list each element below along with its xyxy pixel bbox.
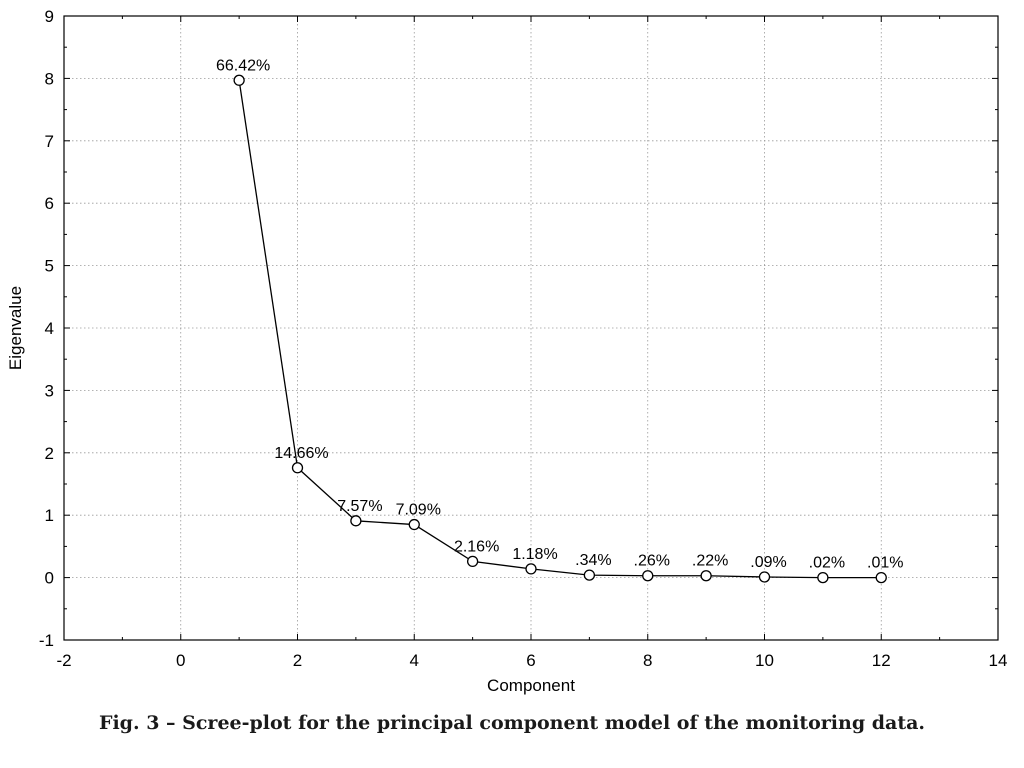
x-tick-label: 8 — [643, 651, 652, 670]
y-tick-label: 6 — [45, 194, 54, 213]
x-tick-label: -2 — [56, 651, 71, 670]
data-point — [758, 571, 771, 583]
data-point — [583, 569, 596, 581]
data-label: 14.66% — [274, 445, 328, 462]
data-label: 7.57% — [337, 498, 382, 515]
y-tick-label: 4 — [45, 319, 54, 338]
data-label: .09% — [750, 554, 786, 571]
data-point — [875, 571, 887, 584]
x-tick-label: 6 — [526, 651, 535, 670]
data-point — [700, 570, 712, 582]
data-label: 2.16% — [454, 538, 499, 555]
label-layer: 66.42% 14.66% 7.57% 7.09% 2.16% 1.18% .34% .26%… — [216, 57, 903, 571]
y-axis-title: Eigenvalue — [6, 286, 25, 370]
x-tick-label: 2 — [293, 651, 302, 670]
x-tick-label: 14 — [989, 651, 1008, 670]
x-axis-title: Component — [487, 676, 575, 695]
y-tick-label: 8 — [45, 69, 54, 88]
data-point — [817, 571, 829, 584]
x-tick-label: 12 — [872, 651, 891, 670]
y-tick-label: 1 — [45, 506, 54, 525]
data-label: 66.42% — [216, 57, 270, 74]
y-tick-label: 7 — [45, 132, 54, 151]
data-point — [525, 563, 537, 575]
data-point — [233, 74, 245, 86]
x-tick-label: 4 — [410, 651, 419, 670]
x-tick-label: 0 — [176, 651, 185, 670]
data-point — [642, 570, 654, 582]
series-layer — [233, 74, 887, 584]
y-tick-label: 0 — [45, 569, 54, 588]
y-tick-label: 5 — [45, 257, 54, 276]
series-line — [238, 80, 882, 579]
data-label: .34% — [575, 552, 611, 569]
data-label: .01% — [867, 555, 903, 572]
x-tick-label: 10 — [755, 651, 774, 670]
data-label: .22% — [692, 553, 728, 570]
data-point — [350, 515, 362, 527]
data-point — [408, 518, 420, 531]
data-label: 1.18% — [512, 546, 557, 563]
y-tick-label: 2 — [45, 444, 54, 463]
data-label: 7.09% — [396, 502, 441, 519]
data-point — [466, 555, 479, 568]
data-point — [291, 462, 304, 474]
data-label: .26% — [634, 553, 670, 570]
y-tick-label: 9 — [45, 7, 54, 26]
y-tick-label: -1 — [39, 631, 54, 650]
data-label: .02% — [809, 555, 845, 572]
grid-layer — [64, 16, 998, 640]
y-tick-label: 3 — [45, 381, 54, 400]
figure-caption: Fig. 3 – Scree-plot for the principal co… — [98, 712, 926, 734]
